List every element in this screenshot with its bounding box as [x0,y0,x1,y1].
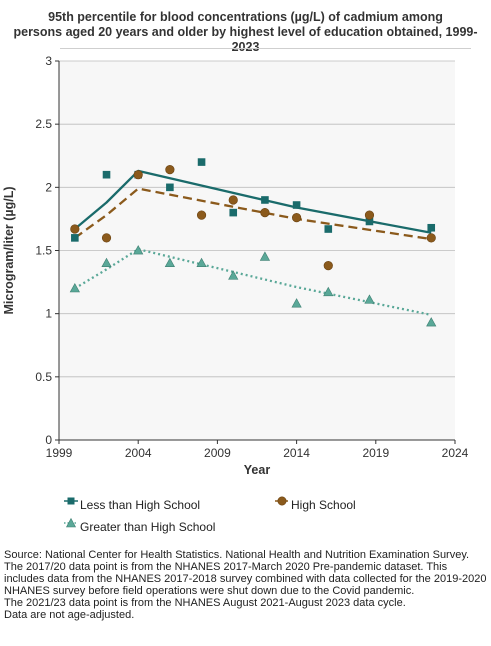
data-point-high-school [165,165,175,175]
data-point-greater-than-high-school [291,298,302,308]
data-point-greater-than-high-school [164,257,175,268]
data-point-greater-than-high-school [228,270,239,280]
legend-label: Less than High School [80,498,201,512]
data-point-less-than-high-school [427,223,436,232]
footnote-2017-20: The 2017/20 data point is from the NHANE… [4,561,487,597]
data-point-less-than-high-school [166,183,174,192]
x-tick-label: 2004 [125,446,152,460]
footnote-age-adjusted: Data are not age-adjusted. [4,609,135,621]
data-point-greater-than-high-school [259,251,271,261]
legend-circle-marker-icon [275,496,289,506]
data-point-less-than-high-school [292,201,301,209]
y-axis-label: Microgram/liter (µg/L) [2,186,16,314]
data-point-high-school [70,224,80,234]
data-markers [69,158,437,327]
footnotes: Source: National Center for Health Stati… [4,549,488,621]
chart-title-line: persons aged 20 years and older by highe… [13,25,478,54]
data-point-greater-than-high-school [364,294,375,304]
legend-label: High School [291,498,356,512]
data-point-high-school [260,208,270,218]
chart-legend: Less than High School High School Greate… [0,492,491,542]
y-tick-label: 3 [45,54,52,68]
data-point-greater-than-high-school [426,317,437,327]
legend-label: Greater than High School [80,520,216,534]
footnote-2021-23: The 2021/23 data point is from the NHANE… [4,597,406,609]
data-point-high-school [323,261,333,271]
chart-title: 95th percentile for blood concentrations… [0,10,491,55]
data-point-high-school [292,213,302,223]
data-point-less-than-high-school [324,225,333,233]
trend-line-high-school [74,187,432,241]
x-tick-label: 2009 [204,446,231,460]
data-point-high-school [426,233,436,243]
data-point-greater-than-high-school [323,286,334,297]
y-tick-label: 0.5 [35,370,52,384]
data-point-high-school [364,210,375,220]
data-point-less-than-high-school [261,196,269,204]
data-point-greater-than-high-school [133,245,144,255]
footnote-source: Source: National Center for Health Stati… [4,549,470,561]
data-point-high-school [196,210,207,220]
x-axis-label: Year [244,463,271,477]
x-axis-ticks: 1999 2004 2009 2014 2019 2024 [46,440,469,460]
data-point-less-than-high-school [102,170,111,179]
data-point-less-than-high-school [71,234,79,242]
data-point-less-than-high-school [229,208,238,217]
legend-triangle-marker-icon [64,517,78,528]
x-tick-label: 1999 [46,446,73,460]
y-tick-label: 0 [45,433,52,447]
data-point-high-school [133,170,143,180]
chart-title-line: 95th percentile for blood concentrations… [48,10,443,24]
x-tick-label: 2014 [283,446,310,460]
y-tick-label: 2.5 [35,117,52,131]
title-divider [60,48,471,49]
data-point-high-school [101,233,112,243]
data-point-less-than-high-school [365,217,374,226]
y-tick-label: 1 [45,307,52,321]
y-tick-label: 1.5 [35,244,52,258]
data-point-greater-than-high-school [69,282,80,293]
gridlines [59,60,455,378]
line-chart: 1999 2004 2009 2014 2019 2024 0 0.5 1 1.5 2 2.5 3 Y… [2,54,469,477]
legend-square-marker-icon [64,497,78,505]
data-point-less-than-high-school [197,158,206,166]
data-point-greater-than-high-school [196,257,207,268]
y-axis-ticks: 0 0.5 1 1.5 2 2.5 3 [35,54,59,447]
x-tick-label: 2019 [362,446,389,460]
y-tick-label: 2 [45,180,52,194]
data-point-greater-than-high-school [101,257,112,268]
x-tick-label: 2024 [442,446,469,460]
data-point-high-school [228,195,238,205]
